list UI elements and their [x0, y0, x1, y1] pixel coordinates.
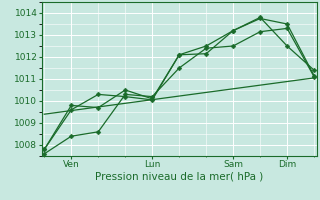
X-axis label: Pression niveau de la mer( hPa ): Pression niveau de la mer( hPa )	[95, 172, 263, 182]
